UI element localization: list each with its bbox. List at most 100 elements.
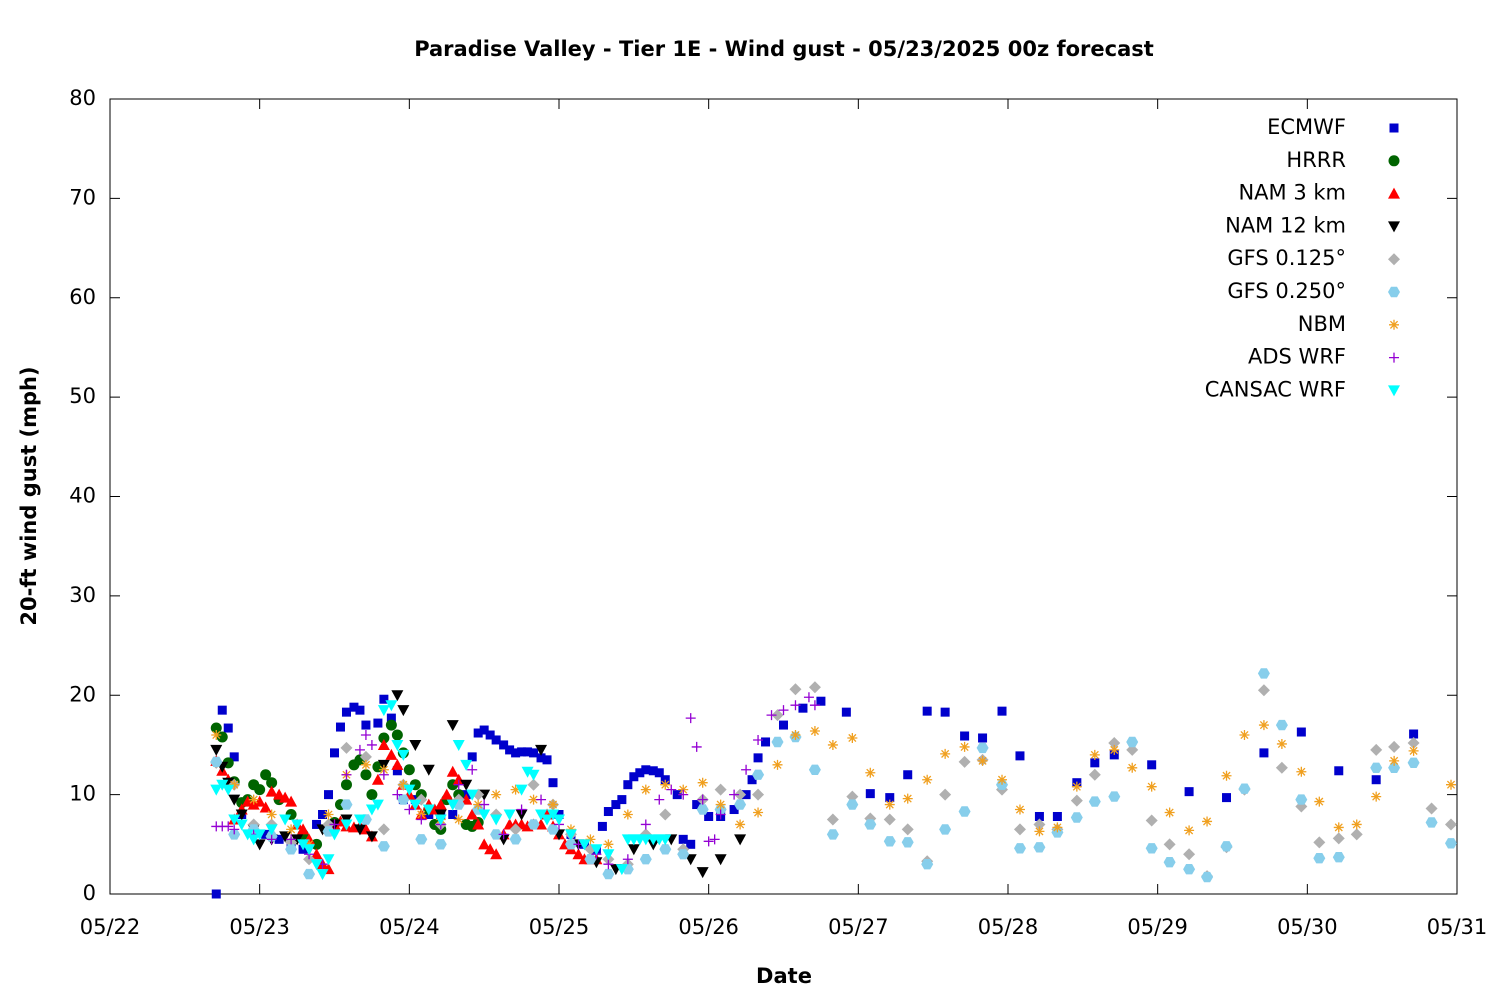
marker-triangle-down (409, 799, 422, 811)
marker-plus (715, 809, 726, 820)
marker-hexagon (340, 799, 353, 810)
legend-label: GFS 0.125° (1227, 246, 1346, 270)
marker-diamond (826, 813, 839, 826)
marker-diamond (1388, 740, 1401, 753)
marker-hexagon (1238, 783, 1251, 794)
marker-diamond (752, 788, 765, 801)
marker-diamond (1108, 736, 1121, 749)
marker-hexagon (1445, 838, 1457, 849)
marker-square (1147, 760, 1157, 770)
marker-plus (697, 794, 708, 805)
marker-plus (392, 789, 403, 800)
marker-triangle-up (460, 793, 473, 805)
marker-asterisk (660, 779, 671, 790)
marker-hexagon (527, 819, 540, 830)
marker-diamond (1407, 736, 1420, 749)
marker-asterisk (715, 799, 726, 810)
marker-square (841, 707, 851, 717)
marker-triangle-down (659, 834, 672, 846)
marker-hexagon (901, 837, 914, 848)
legend-label: NAM 3 km (1238, 181, 1346, 205)
marker-triangle-down (434, 814, 447, 826)
marker-square (349, 702, 359, 712)
marker-circle (260, 769, 272, 781)
marker-diamond (958, 755, 971, 768)
marker-square (654, 768, 664, 778)
marker-square (341, 707, 351, 717)
marker-square (517, 747, 527, 757)
marker-plus (691, 741, 702, 752)
marker-plus (741, 764, 752, 775)
marker-triangle-down (515, 784, 528, 796)
marker-triangle-down (291, 834, 304, 846)
marker-triangle-down (322, 854, 335, 866)
marker-diamond (1332, 832, 1345, 845)
marker-circle (366, 789, 378, 801)
marker-square (629, 772, 639, 782)
marker-triangle-down (578, 839, 591, 851)
marker-plus (266, 834, 277, 845)
marker-hexagon (210, 756, 223, 767)
marker-hexagon (921, 859, 934, 870)
marker-asterisk (1446, 779, 1457, 790)
marker-triangle-down (684, 854, 697, 866)
legend-label: NBM (1298, 312, 1346, 336)
marker-triangle-down (409, 739, 422, 751)
marker-asterisk (266, 809, 277, 820)
marker-triangle-down (521, 766, 534, 778)
marker-asterisk (211, 730, 222, 740)
marker-hexagon (976, 742, 989, 754)
marker-triangle-up (285, 795, 298, 807)
marker-square (648, 766, 658, 776)
marker-square (335, 722, 345, 732)
marker-asterisk (959, 741, 970, 752)
marker-square (318, 810, 328, 819)
marker-plus (809, 700, 820, 711)
marker-triangle-down (228, 794, 241, 806)
marker-asterisk (1408, 745, 1419, 756)
marker-triangle-down (228, 814, 241, 826)
marker-hexagon (1313, 853, 1326, 864)
marker-hexagon (808, 764, 821, 775)
marker-triangle-up (279, 791, 292, 803)
marker-triangle-down (279, 831, 292, 843)
marker-hexagon (826, 829, 839, 840)
marker-triangle-up (466, 808, 479, 820)
marker-square (529, 748, 539, 758)
marker-square (392, 766, 402, 776)
marker-asterisk (323, 809, 334, 820)
marker-plus (360, 730, 371, 740)
marker-triangle-down (235, 819, 248, 831)
marker-triangle-down (403, 784, 416, 796)
legend-label: GFS 0.250° (1227, 279, 1346, 303)
marker-triangle-down (365, 831, 378, 843)
marker-circle (378, 732, 390, 744)
marker-asterisk (1221, 770, 1232, 781)
marker-hexagon (1088, 796, 1101, 807)
chart-title: Paradise Valley - Tier 1E - Wind gust - … (414, 37, 1154, 61)
marker-asterisk (697, 777, 708, 788)
marker-diamond (771, 709, 784, 722)
marker-triangle-down (503, 809, 516, 821)
marker-plus (790, 700, 801, 711)
marker-triangle-down (303, 844, 316, 856)
marker-square (611, 800, 621, 810)
marker-triangle-down (696, 867, 709, 879)
marker-triangle-down (564, 829, 577, 841)
marker-triangle-down (210, 784, 223, 796)
marker-plus (666, 784, 677, 795)
marker-diamond (359, 750, 372, 763)
marker-triangle-down (391, 739, 404, 751)
legend-marker (1388, 155, 1400, 167)
marker-square (960, 731, 970, 741)
marker-diamond (1033, 818, 1046, 831)
marker-square (978, 733, 988, 743)
marker-plus (766, 710, 777, 721)
marker-square (672, 790, 682, 800)
marker-square (692, 800, 702, 810)
marker-square (274, 834, 284, 844)
y-tick-label: 50 (69, 384, 96, 408)
marker-triangle-down (466, 789, 479, 801)
marker-diamond (377, 823, 390, 836)
marker-diamond (1013, 823, 1026, 836)
